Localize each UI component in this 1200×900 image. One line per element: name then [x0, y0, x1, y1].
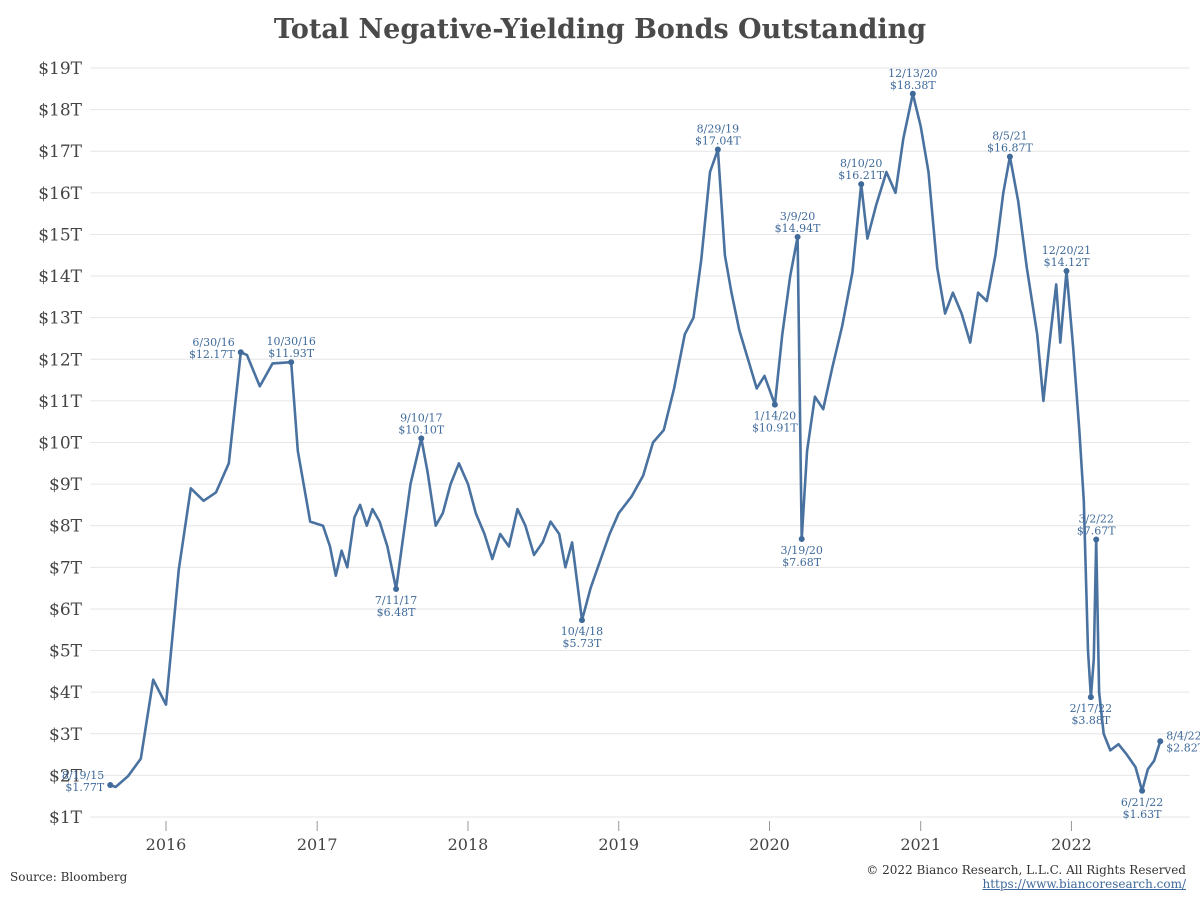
x-tick-label: 2020: [749, 835, 790, 854]
annotation-marker: [1063, 268, 1070, 275]
y-tick-label: $6T: [49, 600, 83, 620]
x-tick-label: 2017: [297, 835, 338, 854]
y-tick-label: $11T: [38, 392, 82, 412]
y-tick-label: $19T: [38, 59, 82, 79]
y-tick-label: $8T: [49, 517, 83, 537]
annotation-marker: [794, 233, 801, 240]
copyright-text: © 2022 Bianco Research, L.L.C. All Right…: [866, 863, 1186, 877]
annotation-marker: [578, 617, 585, 624]
y-tick-label: $18T: [38, 101, 82, 121]
annotations: 8/19/15$1.77T 6/30/16$12.17T 10/30/16$11.9…: [62, 67, 1200, 821]
y-tick-label: $1T: [49, 808, 83, 828]
annotation-value: $2.82T: [1166, 741, 1200, 754]
chart-title: Total Negative-Yielding Bonds Outstandin…: [273, 14, 927, 45]
annotation-marker: [393, 585, 400, 592]
grid-lines: [90, 67, 1190, 818]
x-tick-label: 2019: [598, 835, 639, 854]
annotation-date: 8/19/15: [62, 769, 104, 782]
annotation-value: $16.87T: [987, 142, 1033, 155]
y-tick-label: $15T: [38, 225, 82, 245]
annotation-marker: [418, 435, 425, 442]
annotation-marker: [237, 349, 244, 356]
annotation-marker: [1157, 738, 1164, 745]
annotation-marker: [1093, 536, 1100, 543]
annotation-value: $7.68T: [782, 556, 821, 569]
annotation-value: $11.93T: [268, 347, 314, 360]
y-tick-label: $17T: [38, 142, 82, 162]
x-tick-label: 2018: [448, 835, 489, 854]
annotation-value: $3.88T: [1071, 714, 1110, 727]
annotation-marker: [288, 359, 295, 366]
annotation-value: $7.67T: [1077, 524, 1116, 537]
website-link[interactable]: https://www.biancoresearch.com/: [982, 877, 1186, 891]
annotation-date: 8/29/19: [697, 123, 739, 136]
y-tick-label: $12T: [38, 350, 82, 370]
annotation-date: 8/4/22: [1166, 729, 1200, 742]
y-tick-label: $3T: [49, 725, 83, 745]
annotation-date: 8/5/21: [992, 130, 1027, 143]
y-tick-label: $4T: [49, 683, 83, 703]
annotation-date: 10/4/18: [561, 625, 603, 638]
annotation-date: 6/21/22: [1121, 796, 1163, 809]
y-tick-label: $9T: [49, 475, 83, 495]
annotation-marker: [1139, 787, 1146, 794]
annotation-date: 10/30/16: [266, 335, 315, 348]
annotation-marker: [1087, 694, 1094, 701]
annotation-marker: [107, 781, 114, 788]
annotation-date: 12/13/20: [888, 67, 937, 80]
y-tick-label: $7T: [49, 558, 83, 578]
annotation-date: 3/2/22: [1079, 512, 1114, 525]
annotation-date: 3/19/20: [781, 544, 823, 557]
annotation-marker: [858, 181, 865, 188]
y-tick-label: $5T: [49, 642, 83, 662]
y-tick-label: $16T: [38, 184, 82, 204]
annotation-value: $1.63T: [1123, 808, 1162, 821]
annotation-marker: [909, 90, 916, 97]
annotation-date: 3/9/20: [780, 210, 815, 223]
annotation-value: $10.10T: [398, 423, 444, 436]
annotation-date: 8/10/20: [840, 157, 882, 170]
annotation-date: 7/11/17: [375, 594, 417, 607]
annotation-date: 9/10/17: [400, 411, 442, 424]
y-tick-label: $14T: [38, 267, 82, 287]
annotation-value: $5.73T: [563, 637, 602, 650]
annotation-value: $16.21T: [838, 169, 884, 182]
copyright-block: © 2022 Bianco Research, L.L.C. All Right…: [866, 863, 1186, 891]
annotation-value: $18.38T: [890, 79, 936, 92]
y-axis-ticks: $1T $2T $3T $4T $5T $6T $7T $8T $9T $10T $11T $12T $…: [38, 59, 82, 828]
annotation-value: $12.17T: [189, 348, 235, 361]
y-tick-label: $13T: [38, 309, 82, 329]
annotation-value: $10.91T: [752, 422, 798, 435]
annotation-marker: [798, 536, 805, 543]
annotation-date: 2/17/22: [1070, 702, 1112, 715]
annotation-date: 12/20/21: [1042, 244, 1091, 257]
annotation-marker: [771, 401, 778, 408]
y-tick-label: $2T: [49, 766, 83, 786]
annotation-marker: [1006, 153, 1013, 160]
annotation-date: 1/14/20: [754, 410, 796, 423]
annotation-value: $17.04T: [695, 135, 741, 148]
annotation-date: 6/30/16: [192, 336, 234, 349]
x-tick-label: 2022: [1051, 835, 1092, 854]
annotation-marker: [714, 146, 721, 153]
x-axis-ticks: 2016 2017 2018 2019 2020 2021 2022: [146, 821, 1092, 854]
annotation-value: $14.94T: [775, 222, 821, 235]
x-tick-label: 2021: [900, 835, 941, 854]
x-tick-label: 2016: [146, 835, 187, 854]
source-note: Source: Bloomberg: [10, 870, 128, 884]
annotation-value: $1.77T: [65, 781, 104, 794]
series-line: [109, 92, 1162, 793]
annotation-value: $14.12T: [1044, 256, 1090, 269]
annotation-value: $6.48T: [377, 606, 416, 619]
y-tick-label: $10T: [38, 434, 82, 454]
